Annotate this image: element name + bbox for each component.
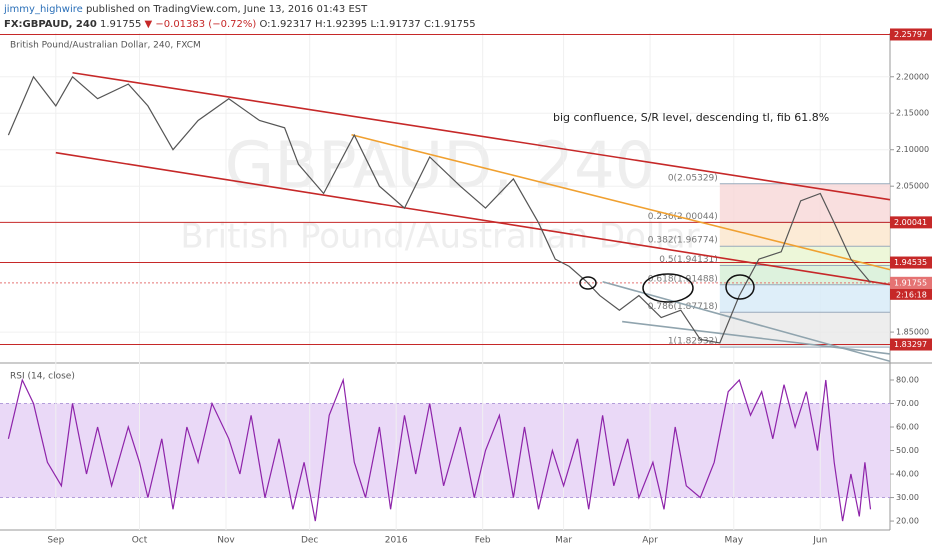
y-tick-label: 40.00 xyxy=(896,470,919,479)
fib-label: 1(1.82932) xyxy=(668,337,718,347)
price-tag xyxy=(890,338,932,351)
y-tick-label: 2.10000 xyxy=(896,145,929,154)
annotation-circle xyxy=(579,276,597,290)
y-tick-label: 1.85000 xyxy=(896,328,929,337)
price-tag xyxy=(890,28,932,41)
countdown: 2:16:18 xyxy=(896,290,927,299)
pane-title: British Pound/Australian Dollar, 240, FX… xyxy=(10,41,201,51)
fib-label: 0.236(2.00044) xyxy=(648,212,718,222)
y-tick-label: 2.15000 xyxy=(896,109,929,118)
y-tick-label: 60.00 xyxy=(896,423,919,432)
price-tag-label: 1.94535 xyxy=(894,258,927,267)
price-tag-label: 2.00041 xyxy=(894,218,927,227)
y-tick-label: 80.00 xyxy=(896,375,919,384)
symbol: FX:GBPAUD, 240 xyxy=(4,19,97,30)
x-tick-label: Sep xyxy=(47,536,64,546)
x-tick-label: Jun xyxy=(812,536,827,546)
y-tick-label: 30.00 xyxy=(896,493,919,502)
annotation: big confluence, S/R level, descending tl… xyxy=(553,111,829,124)
price-tag xyxy=(890,256,932,269)
price-tag xyxy=(890,216,932,229)
fib-band xyxy=(719,183,890,223)
x-tick-label: Mar xyxy=(555,536,572,546)
published: published on TradingView.com, June 13, 2… xyxy=(85,4,368,15)
x-tick-label: Apr xyxy=(642,536,658,546)
pane-title: RSI (14, close) xyxy=(10,372,75,382)
x-tick-label: Dec xyxy=(301,536,318,546)
x-tick-label: 2016 xyxy=(385,536,408,546)
trendline xyxy=(351,133,891,271)
author[interactable]: jimmy_highwire xyxy=(4,4,83,15)
last: 1.91755 xyxy=(99,19,142,30)
y-tick-label: 50.00 xyxy=(896,446,919,455)
fib-band xyxy=(719,284,890,313)
trendline xyxy=(72,71,891,201)
price-tag-label: 1.91755 xyxy=(894,278,927,287)
y-tick-label: 70.00 xyxy=(896,399,919,408)
trendline xyxy=(55,151,891,286)
y-tick-label: 2.05000 xyxy=(896,182,929,191)
fib-label: 0.5(1.94131) xyxy=(659,255,718,265)
countdown-tag xyxy=(890,288,932,300)
series-line xyxy=(7,377,872,522)
fib-label: 0.382(1.96774) xyxy=(648,236,718,246)
watermark-subtitle: British Pound/Australian Dollar xyxy=(180,217,699,257)
fib-label: 0.786(1.87718) xyxy=(648,302,718,312)
y-tick-label: 20.00 xyxy=(896,517,919,526)
annotation-circle xyxy=(725,274,755,300)
fib-label: 0.618(1.91488) xyxy=(648,274,718,284)
header: jimmy_highwire published on TradingView.… xyxy=(4,2,476,32)
trendline xyxy=(622,320,891,355)
price-tag-label: 1.83297 xyxy=(894,340,927,349)
change: ▼ −0.01383 (−0.72%) xyxy=(144,19,257,30)
fib-band xyxy=(719,265,890,285)
price-tag-label: 2.25797 xyxy=(894,30,927,39)
x-tick-label: Nov xyxy=(217,536,235,546)
price-tag xyxy=(890,276,932,289)
x-tick-label: Oct xyxy=(132,536,148,546)
x-tick-label: Feb xyxy=(475,536,491,546)
y-tick-label: 2.20000 xyxy=(896,72,929,81)
annotation-circle xyxy=(642,273,694,303)
fib-band xyxy=(719,312,890,348)
x-tick-label: May xyxy=(724,536,743,546)
fib-label: 0(2.05329) xyxy=(668,173,718,183)
ohlc: O:1.92317 H:1.92395 L:1.91737 C:1.91755 xyxy=(259,19,476,30)
rsi-band xyxy=(0,403,890,498)
fib-band xyxy=(719,222,890,247)
